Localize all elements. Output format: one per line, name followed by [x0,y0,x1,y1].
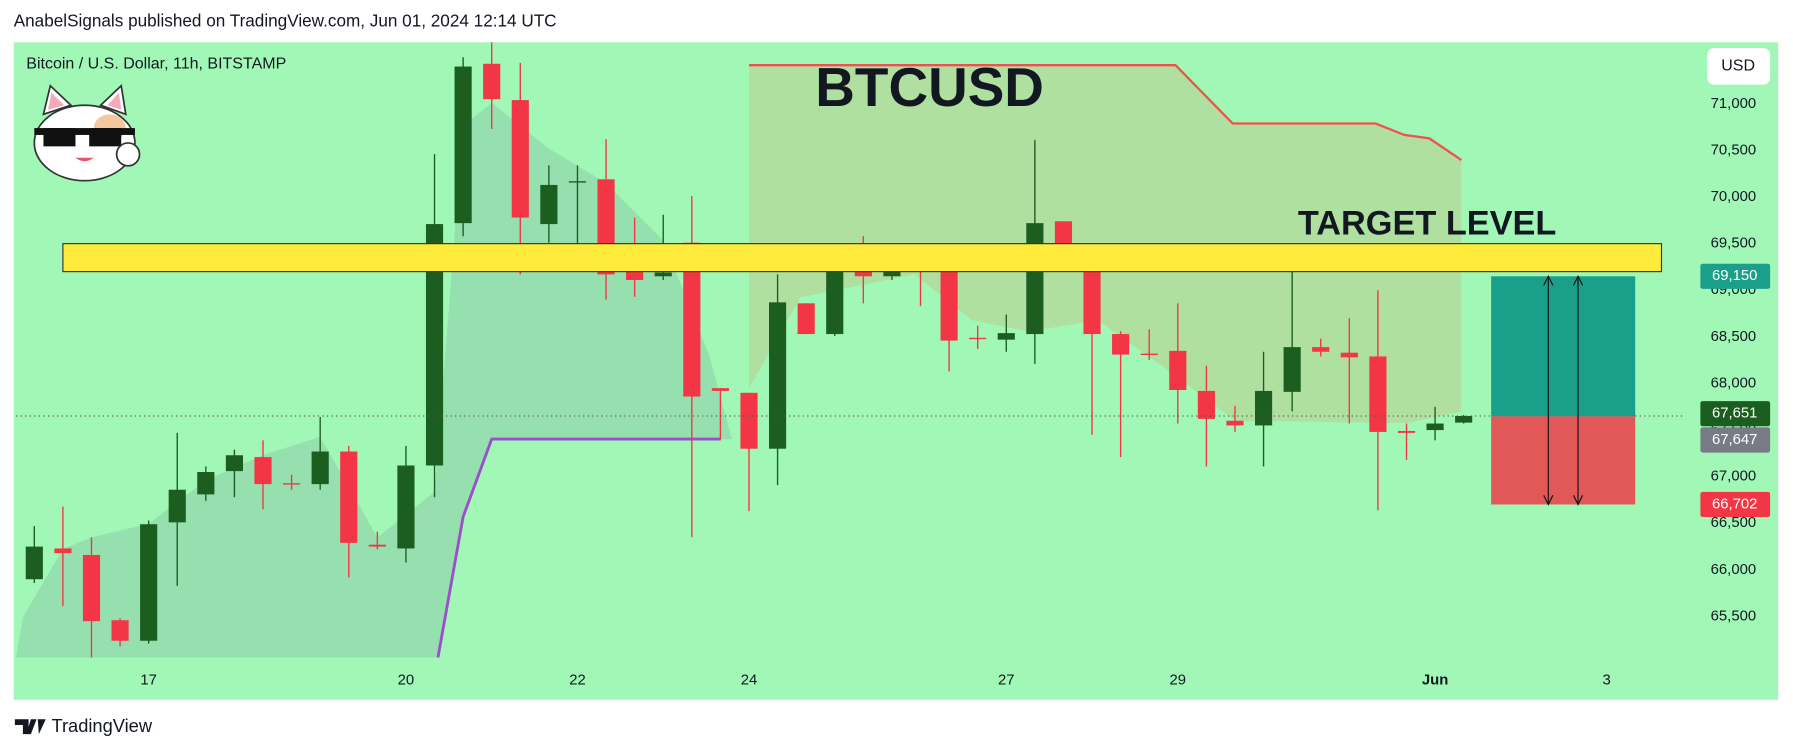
header: AnabelSignals published on TradingView.c… [14,10,557,30]
candle-body [1254,390,1273,426]
red-line [748,64,1463,162]
y-tick-label: 65,500 [1711,608,1756,624]
y-tick-label: 70,500 [1711,142,1756,158]
loss-zone [1491,416,1636,505]
candle-body [25,546,43,580]
candle-body [54,548,72,554]
candle-body [168,489,186,523]
candle-body [1169,350,1187,390]
y-tick-label: 67,000 [1711,469,1756,485]
candle-body [511,100,529,218]
candle-body [540,184,558,225]
candle-body [283,483,301,485]
candle-body [340,451,358,543]
price-badge-label: 66,702 [1712,496,1757,512]
candle-body [1283,347,1301,392]
candle-body [225,455,243,472]
tradingview-logo [14,719,46,735]
x-tick-label: 20 [398,672,415,688]
x-tick-label: 17 [140,672,157,688]
candle-body [1226,420,1244,426]
candle-body [740,392,758,449]
arrow-head [1543,274,1554,506]
price-badge [1700,263,1771,289]
candle-body [254,457,272,485]
price-badge-label: 67,651 [1712,406,1757,422]
candle-body [1397,431,1416,433]
target-zone [62,243,1663,273]
currency[interactable]: USD [1721,58,1755,75]
price-badge [1700,401,1771,427]
shaded-area [16,102,732,658]
purple-line [436,437,721,658]
candle-body [1369,356,1387,432]
candle-body [1426,423,1444,431]
currency-button[interactable] [1707,48,1771,85]
y-tick-label: 66,500 [1711,515,1756,531]
candle-body [483,63,501,100]
arrow-head [1572,274,1584,506]
candle-body [997,333,1015,340]
y-tick-label: 68,000 [1711,375,1756,391]
candle-body [568,181,587,183]
y-tick-label: 66,000 [1711,562,1756,578]
x-tick-label: 22 [569,672,586,688]
candle-body [654,272,672,277]
price-badge-label: 67,647 [1712,432,1757,448]
profit-zone [1491,276,1636,417]
candle-body [1312,347,1330,352]
candle-body [197,472,215,495]
candle-body [1455,416,1473,423]
candle-body [711,388,729,391]
candle-body [1197,390,1215,419]
x-tick-label: 3 [1602,672,1610,688]
candle-body [683,242,701,397]
candle-body [397,465,415,549]
candle-body [454,66,472,224]
x-tick-label: Jun [1422,672,1448,688]
candle-body [140,524,158,641]
candle-body [425,224,444,466]
candle-body [769,302,787,449]
price-badge-label: 69,150 [1712,268,1757,284]
candle-body [1340,352,1358,358]
candle-body [969,337,987,340]
candle-body [311,451,329,485]
avatar [33,84,141,182]
y-tick-label: 68,500 [1711,329,1756,345]
footer: TradingView [51,715,152,736]
candle-body [826,269,844,335]
x-tick-label: 24 [741,672,758,688]
candle-body [883,271,901,277]
candle-body [940,265,958,341]
x-tick-label: 27 [998,672,1015,688]
candle-body [1140,353,1158,356]
chart-title: BTCUSD [815,56,1044,118]
price-badge [1700,427,1771,453]
price-badge [1700,491,1771,518]
candle-body [797,303,815,335]
candle-body [1026,223,1044,335]
y-tick-label: 70,000 [1711,189,1756,205]
y-tick-label: 71,000 [1711,96,1756,112]
candle-body [82,554,101,622]
symbol-legend: Bitcoin / U.S. Dollar, 11h, BITSTAMP [26,55,286,72]
y-tick-label: 69,500 [1711,236,1756,252]
target-label: TARGET LEVEL [1298,204,1557,242]
candle-body [111,620,129,641]
x-tick-label: 29 [1170,672,1187,688]
candle-body [368,544,386,547]
overlays: TARGET LEVEL [16,204,1686,506]
candle-body [1112,334,1130,355]
